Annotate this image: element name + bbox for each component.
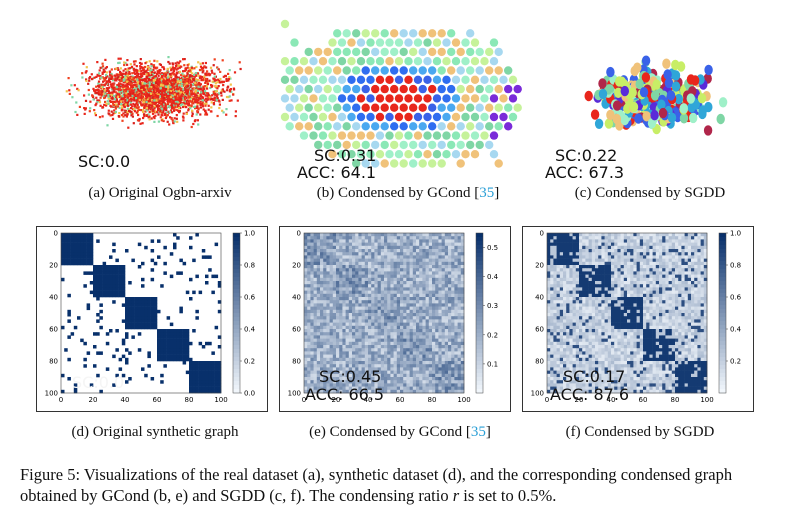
caption-panel-f: (f) Condensed by SGDD <box>545 424 735 441</box>
x-tick-label: 20 <box>332 396 341 404</box>
node-cloud <box>280 19 522 168</box>
y-tick-label: 80 <box>292 358 301 366</box>
caption-panel-e: (e) Condensed by GCond [35] <box>309 424 491 440</box>
annotation-e-acc: ACC: 66.5 <box>305 385 385 404</box>
colorbar-tick-label: 0.5 <box>487 244 498 252</box>
colorbar-tick-label: 0.0 <box>244 390 255 398</box>
x-tick-label: 0 <box>302 396 306 404</box>
colorbar-tick-label: 0.1 <box>487 360 498 368</box>
x-tick-label: 40 <box>607 396 616 404</box>
y-tick-label: 80 <box>49 358 58 366</box>
y-tick-label: 100 <box>531 390 544 398</box>
y-tick-label: 60 <box>292 326 301 334</box>
annotation-b-acc: ACC: 64.1 <box>297 163 377 182</box>
heatmap-axes <box>60 232 222 394</box>
y-tick-label: 40 <box>535 294 544 302</box>
heatmap-cells <box>547 233 708 394</box>
heatmap-panel-d: 0 20 40 60 80 100 0 20 40 60 80 100 1.0 0.8 0.6 0.4 0.2 0… <box>36 226 268 412</box>
annotation-a-sc: SC:0.0 <box>78 152 131 171</box>
citation-link[interactable]: 35 <box>470 424 486 440</box>
y-tick-label: 40 <box>292 294 301 302</box>
ratio-variable: r <box>452 486 460 505</box>
colorbar-tick-label: 0.2 <box>244 358 255 366</box>
heatmap-axes <box>303 232 465 394</box>
colorbar-tick-label: 0.8 <box>244 262 255 270</box>
colorbar-tick-label: 0.6 <box>730 294 742 302</box>
colorbar-tick-label: 1.0 <box>244 230 255 238</box>
x-tick-label: 40 <box>121 396 130 404</box>
annotation-c-acc: ACC: 67.3 <box>545 163 625 182</box>
x-tick-label: 100 <box>457 396 470 404</box>
x-tick-label: 0 <box>545 396 549 404</box>
x-tick-label: 20 <box>575 396 584 404</box>
caption-text: (a) Original Ogbn-arxiv <box>88 185 232 201</box>
x-tick-label: 80 <box>671 396 680 404</box>
caption-text: (f) Condensed by SGDD <box>565 424 715 440</box>
heatmap-cells <box>61 233 222 394</box>
y-tick-label: 20 <box>49 262 58 270</box>
colorbar: 1.0 0.8 0.6 0.4 0.2 0.0 <box>232 230 256 398</box>
y-tick-label: 0 <box>540 230 544 238</box>
heatmap-axes <box>546 232 708 394</box>
heatmap-cells <box>304 233 465 394</box>
scatter-plot-gcond <box>280 19 522 168</box>
annotation-b-sc: SC:0.31 <box>314 146 377 165</box>
annotation-d-sc: SC:0.0 <box>72 373 125 392</box>
colorbar-tick-label: 0.2 <box>730 358 741 366</box>
figure-caption-text-1: Visualizations of the real dataset (a), … <box>20 465 733 505</box>
x-tick-label: 0 <box>59 396 63 404</box>
colorbar-tick-label: 0.8 <box>730 262 741 270</box>
figure-caption: Figure 5: Visualizations of the real dat… <box>20 464 790 506</box>
colorbar-tick-label: 1.0 <box>730 230 741 238</box>
citation-link[interactable]: 35 <box>479 185 495 201</box>
colorbar-tick-label: 0.6 <box>244 294 256 302</box>
x-tick-label: 80 <box>185 396 194 404</box>
colorbar-tick-label: 0.2 <box>487 331 498 339</box>
x-tick-label: 60 <box>639 396 648 404</box>
x-tick-label: 60 <box>153 396 162 404</box>
y-tick-label: 80 <box>535 358 544 366</box>
caption-text: (b) Condensed by GCond <box>316 185 471 201</box>
scatter-plot-sgdd <box>584 55 728 136</box>
x-tick-label: 80 <box>428 396 437 404</box>
y-tick-label: 60 <box>535 326 544 334</box>
heatmap-panel-f: 0 20 40 60 80 100 0 20 40 60 80 100 1.0 0.8 0.6 0.4 0.2 <box>522 226 754 412</box>
y-tick-label: 100 <box>288 390 301 398</box>
y-tick-label: 0 <box>297 230 301 238</box>
colorbar-tick-label: 0.4 <box>730 326 742 334</box>
annotation-f-sc: SC:0.17 <box>563 367 626 386</box>
scatter-plot-ogbn-arxiv <box>65 56 242 129</box>
caption-panel-a: (a) Original Ogbn-arxiv <box>60 185 260 202</box>
y-tick-label: 40 <box>49 294 58 302</box>
colorbar: 0.5 0.4 0.3 0.2 0.1 <box>475 232 499 394</box>
annotation-e-sc: SC:0.45 <box>319 367 382 386</box>
caption-panel-d: (d) Original synthetic graph <box>40 424 270 441</box>
annotation-c-sc: SC:0.22 <box>555 146 618 165</box>
figure-label: Figure 5: <box>20 465 81 484</box>
x-tick-label: 100 <box>700 396 713 404</box>
caption-panel-c: (c) Condensed by SGDD <box>555 185 745 202</box>
x-tick-label: 40 <box>364 396 373 404</box>
colorbar-tick-label: 0.4 <box>487 273 499 281</box>
annotation-f-acc: ACC: 87.6 <box>550 385 630 404</box>
figure-caption-text-2: is set to 0.5%. <box>459 486 557 505</box>
colorbar-tick-label: 0.4 <box>244 326 256 334</box>
y-tick-label: 20 <box>535 262 544 270</box>
x-tick-label: 100 <box>214 396 227 404</box>
caption-panel-b: (b) Condensed by GCond [35] <box>316 185 500 201</box>
x-tick-label: 60 <box>396 396 405 404</box>
x-tick-label: 20 <box>89 396 98 404</box>
y-tick-label: 0 <box>54 230 58 238</box>
caption-text: (c) Condensed by SGDD <box>574 185 726 201</box>
y-tick-label: 60 <box>49 326 58 334</box>
colorbar: 1.0 0.8 0.6 0.4 0.2 <box>718 230 742 394</box>
y-tick-label: 20 <box>292 262 301 270</box>
caption-text: (e) Condensed by GCond <box>309 424 463 440</box>
y-tick-label: 100 <box>45 390 58 398</box>
caption-text: (d) Original synthetic graph <box>71 424 239 440</box>
node-cloud <box>584 55 728 136</box>
heatmap-panel-e: 0 20 40 60 80 100 0 20 40 60 80 100 0.5 0.4 0.3 0.2 0.1 <box>279 226 511 412</box>
colorbar-tick-label: 0.3 <box>487 302 498 310</box>
point-cloud <box>65 56 242 129</box>
